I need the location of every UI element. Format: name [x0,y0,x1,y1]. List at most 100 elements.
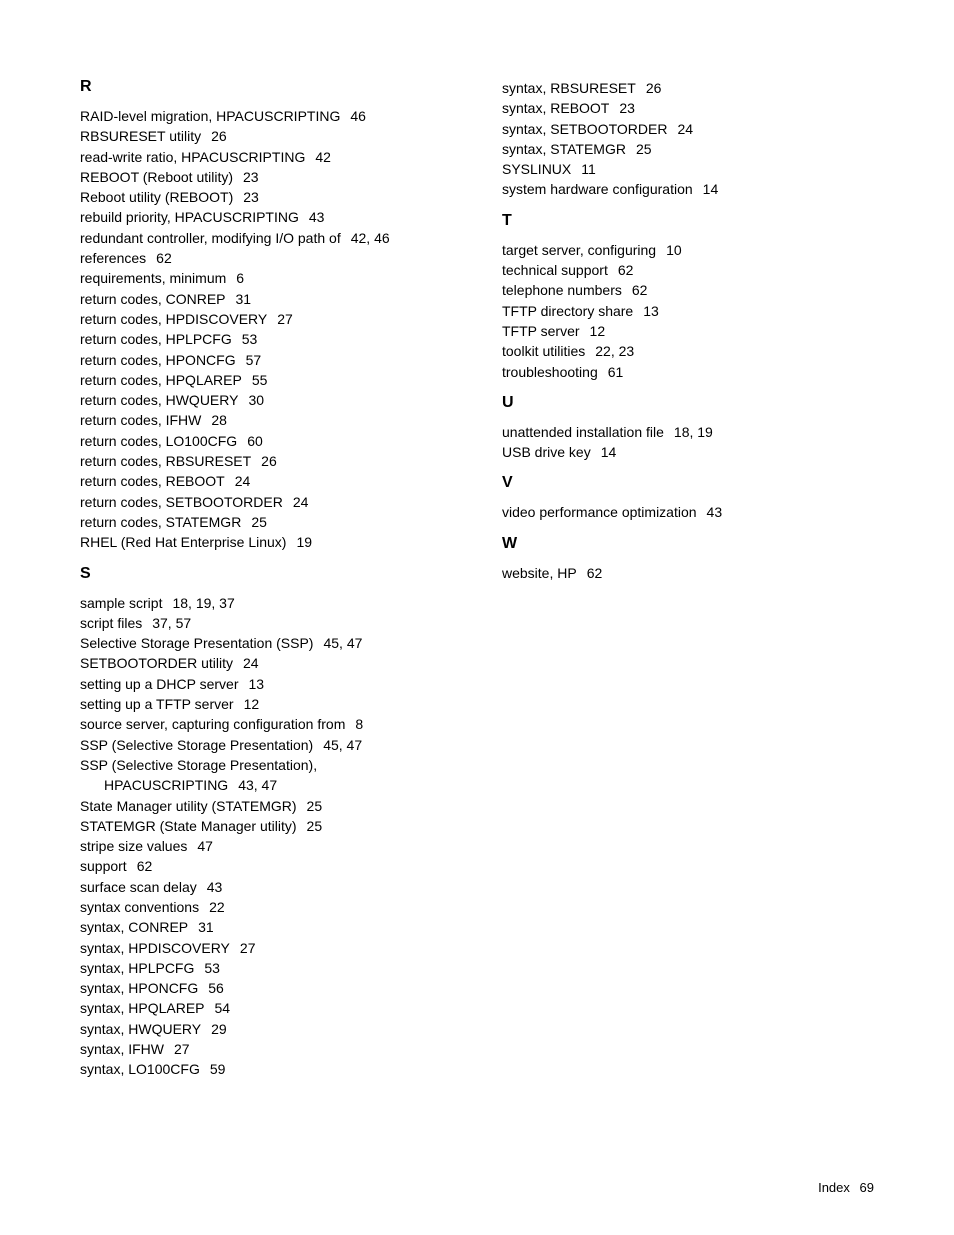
index-entry: read-write ratio, HPACUSCRIPTING42 [80,147,452,167]
index-entry: RHEL (Red Hat Enterprise Linux)19 [80,532,452,552]
entry-text: return codes, RBSURESET [80,453,251,469]
entry-text: syntax, RBSURESET [502,80,636,96]
entry-pages: 43, 47 [238,777,277,793]
entry-text: website, HP [502,565,577,581]
index-entry: syntax, HWQUERY 29 [80,1019,452,1039]
entry-text: video performance optimization [502,504,697,520]
entry-text: syntax, SETBOOTORDER [502,121,667,137]
index-entry: website, HP62 [502,563,874,583]
entry-pages: 10 [666,242,682,258]
entry-text: read-write ratio, HPACUSCRIPTING [80,149,305,165]
entry-text: STATEMGR (State Manager utility) [80,818,297,834]
section-heading: R [80,78,452,96]
index-entry: return codes, HPONCFG57 [80,350,452,370]
entry-pages: 60 [247,433,263,449]
entry-text: redundant controller, modifying I/O path… [80,230,341,246]
entry-pages: 27 [174,1041,190,1057]
entry-text: system hardware configuration [502,181,693,197]
entry-text: syntax, HWQUERY [80,1021,201,1037]
index-columns: RRAID-level migration, HPACUSCRIPTING46R… [80,78,874,1080]
index-entry: Selective Storage Presentation (SSP)45, … [80,633,452,653]
entry-text: requirements, minimum [80,270,226,286]
index-entry: RAID-level migration, HPACUSCRIPTING46 [80,106,452,126]
entry-text: syntax, STATEMGR [502,141,626,157]
entry-text: setting up a DHCP server [80,676,238,692]
index-entry: syntax, RBSURESET26 [502,78,874,98]
index-entry: syntax, REBOOT23 [502,98,874,118]
index-entry: target server, configuring10 [502,240,874,260]
entry-pages: 56 [208,980,224,996]
index-entry: syntax, CONREP31 [80,917,452,937]
entry-pages: 14 [703,181,719,197]
entry-text: unattended installation file [502,424,664,440]
index-entry: return codes, HPLPCFG53 [80,329,452,349]
entry-pages: 31 [198,919,214,935]
entry-text: SSP (Selective Storage Presentation) [80,737,313,753]
entry-pages: 24 [293,494,309,510]
entry-pages: 45, 47 [323,737,362,753]
entry-text: Reboot utility (REBOOT) [80,189,233,205]
section-heading: V [502,474,874,492]
entry-text: troubleshooting [502,364,598,380]
section-heading: U [502,394,874,412]
entry-text: syntax, HPONCFG [80,980,198,996]
entry-pages: 61 [608,364,624,380]
index-entry: syntax, HPLPCFG53 [80,958,452,978]
entry-pages: 22, 23 [595,343,634,359]
entry-text: return codes, LO100CFG [80,433,237,449]
entry-pages: 31 [236,291,252,307]
index-entry: setting up a TFTP server12 [80,694,452,714]
index-entry: syntax, LO100CFG59 [80,1059,452,1079]
entry-text: return codes, HPONCFG [80,352,236,368]
index-entry: return codes, STATEMGR 25 [80,512,452,532]
index-entry: return codes, HPQLAREP55 [80,370,452,390]
entry-pages: 42, 46 [351,230,390,246]
entry-text: toolkit utilities [502,343,585,359]
index-entry: TFTP server12 [502,321,874,341]
entry-pages: 29 [211,1021,227,1037]
index-entry: syntax, HPDISCOVERY27 [80,938,452,958]
index-entry: Reboot utility (REBOOT)23 [80,187,452,207]
entry-pages: 59 [210,1061,226,1077]
entry-text: SSP (Selective Storage Presentation), [80,757,317,773]
entry-text: sample script [80,595,162,611]
entry-pages: 25 [307,818,323,834]
entry-pages: 45, 47 [323,635,362,651]
index-entry: rebuild priority, HPACUSCRIPTING43 [80,207,452,227]
index-entry: support62 [80,856,452,876]
index-entry: return codes, CONREP 31 [80,289,452,309]
entry-text: return codes, STATEMGR [80,514,241,530]
index-entry: syntax, HPONCFG 56 [80,978,452,998]
entry-pages: 13 [643,303,659,319]
index-entry: SSP (Selective Storage Presentation), [80,755,452,775]
index-entry: return codes, RBSURESET26 [80,451,452,471]
entry-pages: 43 [707,504,723,520]
entry-pages: 25 [251,514,267,530]
left-column: RRAID-level migration, HPACUSCRIPTING46R… [80,78,452,1080]
entry-pages: 62 [632,282,648,298]
entry-pages: 55 [252,372,268,388]
entry-pages: 24 [677,121,693,137]
entry-pages: 12 [244,696,260,712]
entry-text: return codes, CONREP [80,291,226,307]
entry-text: RAID-level migration, HPACUSCRIPTING [80,108,340,124]
index-entry: return codes, SETBOOTORDER 24 [80,492,452,512]
entry-pages: 24 [235,473,251,489]
index-entry: return codes, REBOOT24 [80,471,452,491]
index-entry: SYSLINUX11 [502,159,874,179]
entry-text: telephone numbers [502,282,622,298]
entry-pages: 53 [204,960,220,976]
entry-pages: 62 [156,250,172,266]
entry-pages: 19 [296,534,312,550]
index-entry: setting up a DHCP server13 [80,674,452,694]
index-entry: source server, capturing configuration f… [80,714,452,734]
page-footer: Index 69 [818,1180,874,1195]
entry-text: REBOOT (Reboot utility) [80,169,233,185]
entry-text: syntax, HPQLAREP [80,1000,205,1016]
index-entry: redundant controller, modifying I/O path… [80,228,452,248]
index-entry: RBSURESET utility26 [80,126,452,146]
entry-text: syntax, IFHW [80,1041,164,1057]
footer-label: Index [818,1180,850,1195]
entry-text: return codes, SETBOOTORDER [80,494,283,510]
entry-text: stripe size values [80,838,187,854]
